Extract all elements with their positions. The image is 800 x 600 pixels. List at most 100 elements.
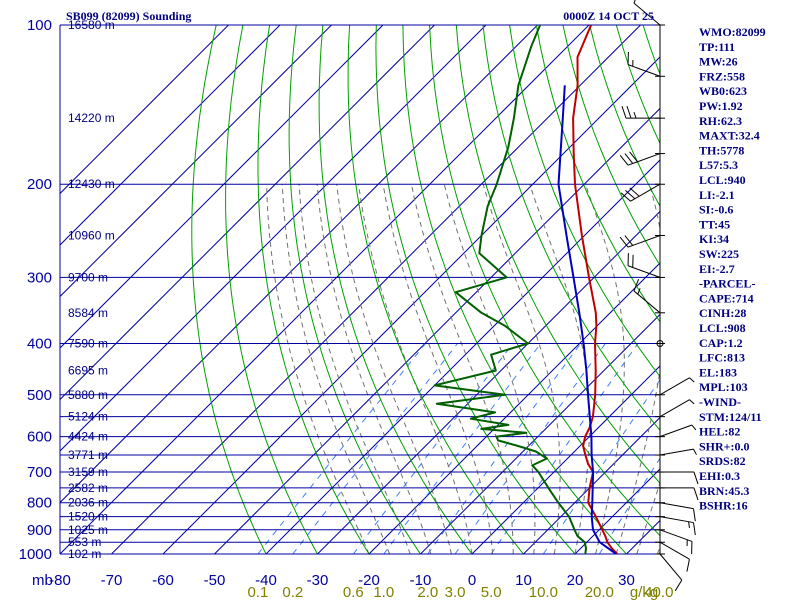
wind-barb-feather (619, 236, 629, 248)
wind-barb-feather (633, 0, 636, 4)
moist-adiabat-line (298, 184, 411, 554)
height-label: 553 m (68, 535, 101, 549)
wind-barb-feather (619, 154, 629, 166)
isotherm-lines (60, 25, 660, 554)
wind-barb-feather (692, 508, 696, 522)
wind-barb-staff (659, 541, 690, 560)
isotherm-line (60, 25, 435, 401)
wind-barb-feather (624, 153, 634, 164)
temperature-tick-label: 10 (515, 572, 532, 589)
wind-barb-staff (630, 183, 661, 202)
index-value: WMO:82099 (699, 25, 766, 39)
wind-barb-staff (627, 64, 661, 77)
mixing-ratio-line (542, 378, 660, 554)
index-value: CINH:28 (699, 306, 746, 320)
wind-barb-feather (620, 192, 631, 202)
height-labels: 16580 m 14220 m 12430 m 10960 m 9700 m 8584 m… (68, 18, 115, 561)
isotherm-line (523, 416, 660, 554)
height-label: 4424 m (68, 430, 108, 444)
dry-adiabat-line (562, 25, 660, 267)
mixing-ratio-line (292, 343, 458, 554)
index-value: BRN:45.3 (699, 484, 749, 498)
index-value: CAP:1.2 (699, 336, 743, 350)
moist-adiabat-line (410, 184, 514, 554)
index-value: TH:5778 (699, 143, 744, 157)
parcel-line (557, 85, 617, 554)
index-value: SHR+:0.0 (699, 439, 750, 453)
index-value: -WIND- (699, 395, 741, 409)
temperature-tick-label: -60 (152, 572, 174, 589)
index-value: L57:5.3 (699, 158, 738, 172)
index-value: EHI:0.3 (699, 469, 740, 483)
wind-barb-half-feather (693, 448, 697, 455)
wind-barb-staff (633, 290, 661, 314)
dry-adiabat-line (225, 25, 319, 554)
wind-barb-staff (627, 235, 661, 248)
observation-time: 0000Z 14 OCT 25 (563, 9, 654, 23)
index-value: WB0:623 (699, 84, 747, 98)
index-value: SI:-0.6 (699, 203, 733, 217)
wind-barb-feather (693, 471, 699, 485)
mixing-ratio-tick-label: 40.0 (644, 584, 673, 600)
dry-adiabat-line (347, 25, 525, 554)
temperature-axis-labels: mb-80 -70 -60 -50 -40 -30 -20 -10 0 10 20 30 (32, 572, 635, 589)
mixing-ratio-tick-label: 5.0 (481, 584, 502, 600)
isotherm-line (60, 25, 487, 452)
index-value: TP:111 (699, 40, 735, 54)
wind-barb-feather (626, 105, 632, 119)
index-value: SRDS:82 (699, 454, 746, 468)
isotherm-line (60, 25, 538, 504)
temperature-line (572, 25, 618, 554)
wind-barb-staff (659, 529, 693, 542)
wind-barb-staff (659, 424, 693, 438)
dry-adiabat-line (482, 25, 660, 432)
index-value: FRZ:558 (699, 69, 745, 83)
wind-barb-feather (624, 235, 634, 246)
index-value: LCL:908 (699, 321, 746, 335)
wind-barb-feather (686, 559, 690, 572)
temperature-tick-label: -30 (307, 572, 329, 589)
index-value: RH:62.3 (699, 114, 742, 128)
temperature-tick-label: -20 (358, 572, 380, 589)
isotherm-line (60, 25, 332, 298)
wind-barb-staff (627, 265, 661, 278)
pressure-axis-labels: 100 200 300 400 500 600 700 800 900 1000 (19, 17, 52, 563)
wind-barb-half-feather (688, 521, 690, 529)
indices-panel: WMO:82099TP:111MW:26FRZ:558WB0:623PW:1.9… (699, 25, 766, 513)
index-value: MW:26 (699, 55, 738, 69)
mixing-ratio-labels: 0.1 0.2 0.6 1.0 2.0 3.0 5.0 10.0 20.0 40.0g/kg (247, 584, 673, 600)
wind-barb-feather (625, 189, 636, 200)
wind-barb-feather (674, 579, 683, 592)
wind-barb-half-feather (633, 111, 637, 119)
mixing-ratio-tick-label: 0.1 (247, 584, 268, 600)
pressure-label: 900 (27, 522, 52, 539)
pressure-label: 200 (27, 176, 52, 193)
isotherm-line (265, 159, 660, 554)
index-value: EL:183 (699, 365, 737, 379)
wind-barb-staff (659, 553, 683, 581)
mixing-ratio-line (383, 343, 542, 554)
wind-barb-feather (629, 187, 640, 197)
temperature-tick-label: 30 (618, 572, 635, 589)
isotherm-line (60, 25, 384, 349)
wind-barb-half-feather (689, 377, 695, 383)
dry-adiabat-line (429, 25, 660, 537)
wind-barb-staff (659, 377, 690, 396)
index-value: LI:-2.1 (699, 188, 735, 202)
moist-adiabat-lines (266, 184, 660, 554)
wind-barb-half-feather (637, 288, 641, 295)
dry-adiabat-line (455, 25, 660, 484)
index-value: LFC:813 (699, 351, 745, 365)
dry-adiabat-line (535, 25, 660, 323)
wind-barbs (619, 0, 699, 592)
index-value: SW:225 (699, 247, 739, 261)
index-value: CAPE:714 (699, 291, 754, 305)
wind-barb-feather (621, 105, 627, 119)
station-title: SB099 (82099) Sounding (66, 9, 191, 23)
index-value: KI:34 (699, 232, 729, 246)
mixing-ratio-tick-label: 20.0 (585, 584, 614, 600)
height-label: 14220 m (68, 111, 115, 125)
moist-adiabat-line (266, 184, 370, 554)
height-label: 16580 m (68, 18, 115, 32)
